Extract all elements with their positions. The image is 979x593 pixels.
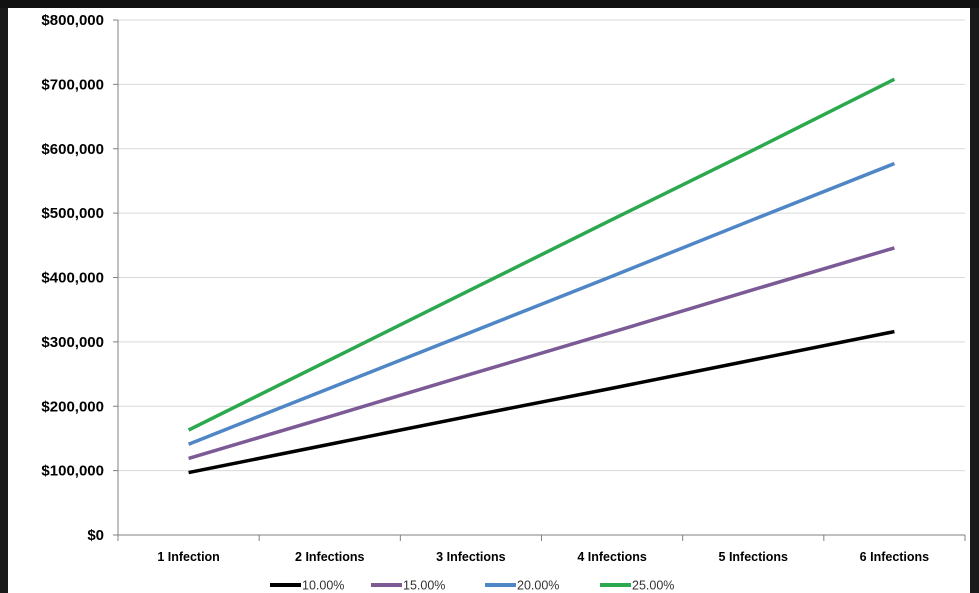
- x-axis-ticks: 1 Infection 2 Infections 3 Infections 4 Inf…: [157, 550, 929, 564]
- series-line-10.00%: [188, 329, 895, 475]
- series-line-25.00%: [187, 77, 896, 432]
- legend-label: 10.00%: [302, 579, 344, 593]
- gridlines: [118, 19, 965, 472]
- x-tick-label: 1 Infection: [157, 550, 220, 564]
- x-tick-label: 6 Infections: [860, 550, 930, 564]
- y-tick-label: $300,000: [41, 334, 104, 351]
- x-tick-label: 2 Infections: [295, 550, 365, 564]
- series-line-20.00%: [187, 161, 896, 446]
- x-tick-label: 5 Infections: [719, 550, 789, 564]
- axes: [113, 19, 966, 541]
- chart-panel: [8, 8, 970, 593]
- series-lines: [187, 77, 896, 475]
- y-tick-label: $200,000: [41, 398, 104, 415]
- y-tick-label: $400,000: [41, 270, 104, 287]
- x-tick-label: 3 Infections: [436, 550, 506, 564]
- y-axis-ticks: $0 $100,000 $200,000 $300,000 $400,000 $500,0…: [41, 12, 104, 544]
- series-line-15.00%: [188, 246, 895, 461]
- y-tick-label: $700,000: [41, 76, 104, 93]
- legend-label: 20.00%: [517, 579, 559, 593]
- legend: 10.00% 15.00% 20.00% 25.00%: [270, 579, 674, 593]
- y-tick-label: $600,000: [41, 141, 104, 158]
- y-tick-label: $0: [87, 527, 104, 544]
- y-tick-label: $100,000: [41, 463, 104, 480]
- x-tick-label: 4 Infections: [577, 550, 647, 564]
- y-tick-label: $500,000: [41, 205, 104, 222]
- title-strip: [0, 0, 979, 8]
- y-tick-label: $800,000: [41, 12, 104, 29]
- legend-label: 15.00%: [403, 579, 445, 593]
- legend-label: 25.00%: [632, 579, 674, 593]
